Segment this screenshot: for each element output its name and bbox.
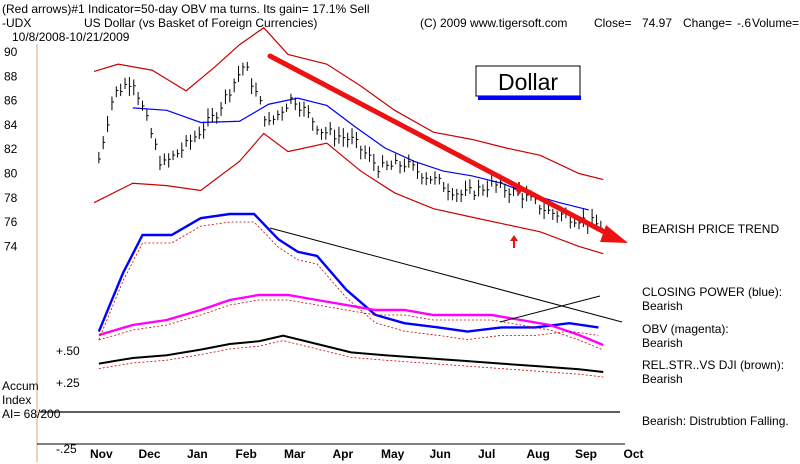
- lower-band-line: [93, 132, 604, 255]
- rel-str-line: [98, 334, 604, 373]
- x-tick-nov: Nov: [90, 447, 113, 461]
- x-tick-mar: Mar: [284, 447, 306, 461]
- closing-power-ma: [98, 221, 599, 341]
- x-tick-feb: Feb: [236, 447, 257, 461]
- header-copyright: (C) 2009 www.tigersoft.com: [420, 16, 567, 30]
- header-close-label: Close=: [594, 16, 632, 30]
- ma50-line: [132, 97, 589, 211]
- annotation-bearish-price-trend: BEARISH PRICE TREND: [642, 222, 779, 236]
- accum-ai-value: AI= 68/200: [2, 407, 61, 421]
- price-tick-88: 88: [4, 69, 18, 83]
- cp-downtrend-line: [269, 227, 623, 323]
- series-layer: [40, 26, 620, 413]
- closing-power-line: [97, 212, 599, 333]
- upper-band-line: [93, 26, 604, 181]
- header-symbol: -UDX: [2, 16, 31, 30]
- annotation-rel-str: REL.STR..VS DJI (brown):: [642, 358, 784, 372]
- x-tick-dec: Dec: [139, 447, 161, 461]
- header-change-value: -.6: [737, 16, 751, 30]
- annotation-obv-value: Bearish: [642, 336, 683, 350]
- x-axis-ticks: Nov Dec Jan Feb Mar Apr May Jun Jul Aug Sep Oct: [90, 447, 644, 461]
- cp-support-line: [499, 295, 601, 323]
- price-tick-78: 78: [4, 191, 18, 205]
- header-change-label: Change=: [683, 16, 732, 30]
- obv-line: [98, 293, 604, 347]
- price-tick-82: 82: [4, 142, 18, 156]
- red-arrow-down: [515, 182, 523, 195]
- bearish-trend-arrow: [267, 53, 615, 239]
- x-tick-jul: Jul: [478, 447, 495, 461]
- price-tick-90: 90: [4, 45, 18, 59]
- x-tick-oct: Oct: [624, 447, 644, 461]
- red-arrow-up: [510, 235, 518, 248]
- bearish-trend-arrowhead: [600, 225, 628, 243]
- x-tick-jan: Jan: [187, 447, 208, 461]
- obv-ma: [98, 299, 604, 351]
- x-tick-jun: Jun: [430, 447, 451, 461]
- price-tick-86: 86: [4, 94, 18, 108]
- indicator-tick-050: +.50: [56, 344, 80, 358]
- price-tick-80: 80: [4, 167, 18, 181]
- indicator-tick-neg025: -.25: [56, 442, 77, 456]
- indicator-tick-025: +.25: [56, 376, 80, 390]
- accum-index-label: Index: [2, 393, 31, 407]
- price-tick-84: 84: [4, 118, 18, 132]
- header-name: US Dollar (vs Basket of Foreign Currenci…: [84, 16, 317, 30]
- dollar-title: Dollar: [498, 69, 558, 95]
- annotation-closing-power: CLOSING POWER (blue):: [642, 285, 782, 299]
- header-date-range: 10/8/2008-10/21/2009: [12, 30, 130, 44]
- rel-str-ma: [98, 340, 604, 378]
- annotation-obv: OBV (magenta):: [642, 322, 729, 336]
- price-tick-76: 76: [4, 215, 18, 229]
- annotation-rel-str-value: Bearish: [642, 372, 683, 386]
- x-tick-sep: Sep: [575, 447, 597, 461]
- x-tick-aug: Aug: [527, 447, 550, 461]
- accum-label: Accum: [2, 379, 39, 393]
- annotation-closing-power-value: Bearish: [642, 299, 683, 313]
- price-axis-ticks: 90 88 86 84 82 80 78 76 74: [4, 45, 18, 253]
- dollar-title-underline: [478, 96, 581, 100]
- x-tick-apr: Apr: [333, 447, 354, 461]
- annotation-accum: Bearish: Distrubtion Falling.: [642, 414, 789, 428]
- header-line1: (Red arrows)#1 Indicator=50-day OBV ma t…: [2, 2, 370, 16]
- price-tick-74: 74: [4, 239, 18, 253]
- header-close-value: 74.97: [642, 16, 672, 30]
- header-volume-label: Volume=: [752, 16, 799, 30]
- x-tick-may: May: [381, 447, 405, 461]
